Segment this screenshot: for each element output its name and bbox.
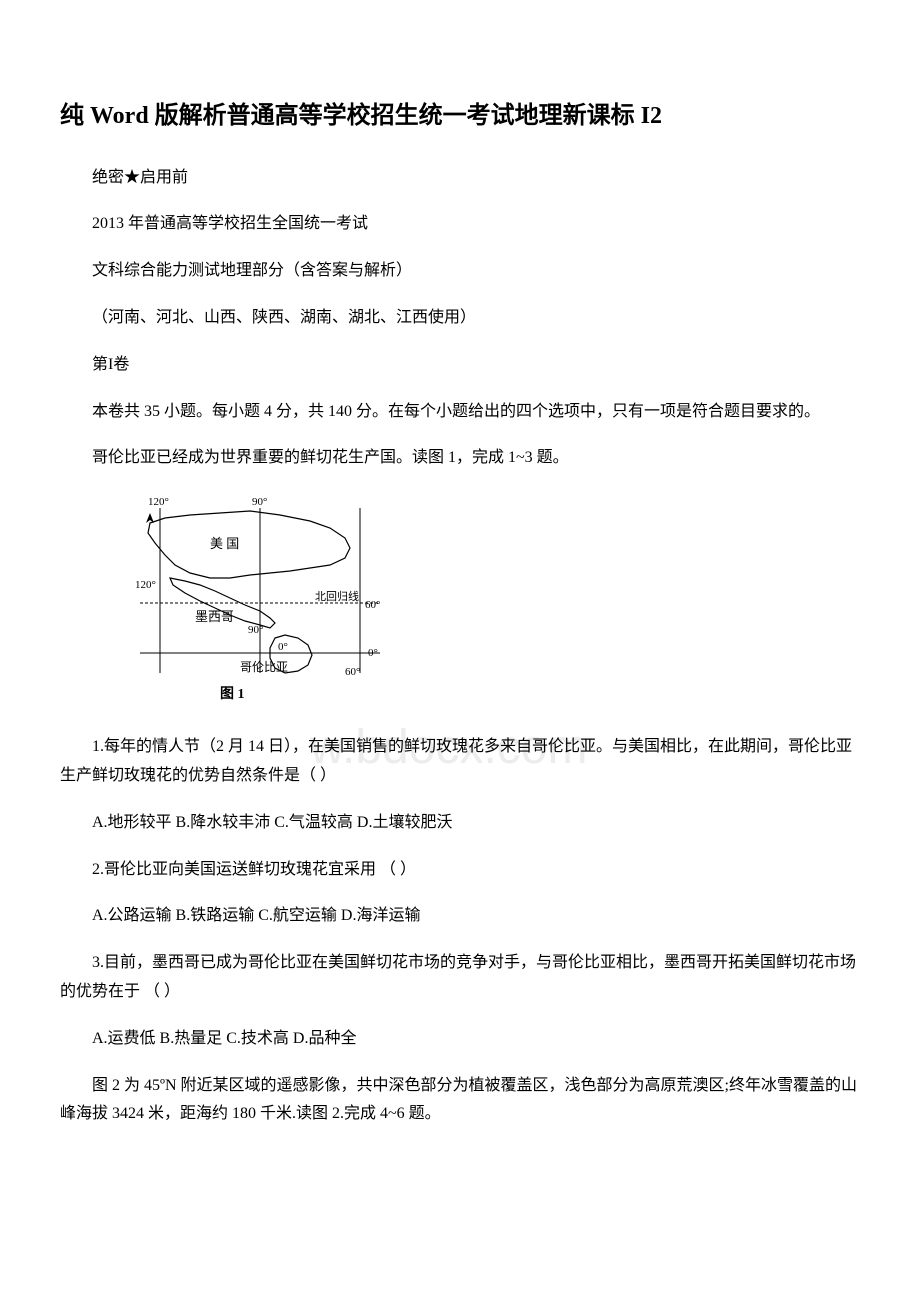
intro-text-2: 图 2 为 45ºN 附近某区域的遥感影像，共中深色部分为植被覆盖区，浅色部分为… [60, 1072, 860, 1130]
question-2-options: A.公路运输 B.铁路运输 C.航空运输 D.海洋运输 [60, 902, 860, 931]
subject-line: 文科综合能力测试地理部分（含答案与解析） [60, 257, 860, 286]
exam-title: 2013 年普通高等学校招生全国统一考试 [60, 210, 860, 239]
section-label: 第I卷 [60, 351, 860, 380]
instructions: 本卷共 35 小题。每小题 4 分，共 140 分。在每个小题给出的四个选项中，… [60, 398, 860, 427]
lon-90-bottom: 90° [248, 624, 263, 636]
question-2: 2.哥伦比亚向美国运送鲜切玫瑰花宜采用 （ ） [60, 856, 860, 885]
intro-text-1: 哥伦比亚已经成为世界重要的鲜切花生产国。读图 1，完成 1~3 题。 [60, 444, 860, 473]
question-1-options: A.地形较平 B.降水较丰沛 C.气温较高 D.土壤较肥沃 [60, 809, 860, 838]
question-3-options: A.运费低 B.热量足 C.技术高 D.品种全 [60, 1025, 860, 1054]
mexico-label: 墨西哥 [195, 609, 234, 624]
lat-0-left: 0° [278, 641, 288, 653]
north-arrow-icon [146, 513, 154, 523]
lon-120-top: 120° [148, 496, 169, 508]
lon-120-left: 120° [135, 579, 156, 591]
tropic-label: 北回归线 [315, 589, 359, 603]
colombia-label: 哥伦比亚 [240, 659, 288, 674]
regions-line: （河南、河北、山西、陕西、湖南、湖北、江西使用） [60, 304, 860, 333]
lon-60-right: 60° [365, 599, 380, 611]
lon-90-top: 90° [252, 496, 267, 508]
confidential-label: 绝密★启用前 [60, 164, 860, 193]
lat-0-right: 0° [368, 647, 378, 659]
question-3: 3.目前，墨西哥已成为哥伦比亚在美国鲜切花市场的竞争对手，与哥伦比亚相比，墨西哥… [60, 949, 860, 1007]
document-content: 纯 Word 版解析普通高等学校招生统一考试地理新课标 I2 绝密★启用前 20… [60, 100, 860, 1129]
lon-60-bottom: 60° [345, 666, 360, 678]
figure-1: 美 国 墨西哥 哥伦比亚 北回归线 120° 90° 60° 120° 90° … [120, 493, 860, 713]
question-1: 1.每年的情人节（2 月 14 日），在美国销售的鲜切玫瑰花多来自哥伦比亚。与美… [60, 733, 860, 791]
figure-1-label: 图 1 [220, 686, 245, 702]
document-title: 纯 Word 版解析普通高等学校招生统一考试地理新课标 I2 [60, 100, 860, 134]
map-svg: 美 国 墨西哥 哥伦比亚 北回归线 120° 90° 60° 120° 90° … [120, 493, 400, 713]
usa-label: 美 国 [210, 536, 239, 551]
